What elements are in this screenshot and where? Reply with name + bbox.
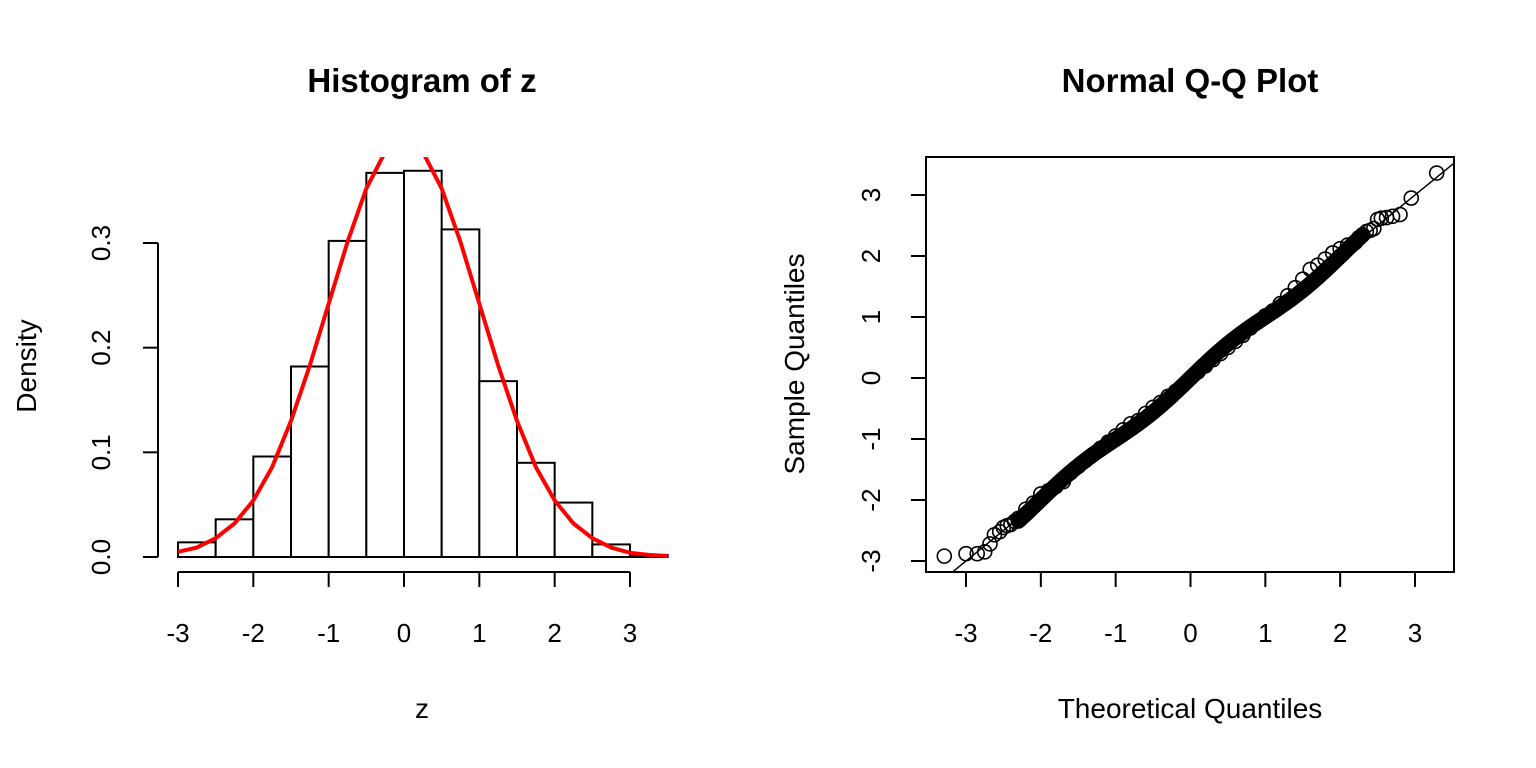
qq-y-tick-label: 1 — [856, 310, 886, 324]
qq-y-tick-label: 0 — [856, 371, 886, 385]
histogram-x-axis: -3 -2 -1 0 1 2 3 — [166, 571, 637, 648]
histogram-y-tick-label: 0.0 — [86, 539, 116, 575]
histogram-bar — [403, 169, 443, 558]
histogram-y-tick-label: 0.2 — [86, 330, 116, 366]
qq-point — [958, 545, 974, 562]
qq-y-tick-label: -1 — [856, 427, 886, 450]
histogram-panel: Histogram of z z Density -3 -2 -1 0 1 2 3 0.00… — [11, 62, 669, 724]
qq-panel: Normal Q-Q Plot Theoretical Quantiles Sa… — [779, 62, 1455, 724]
qq-y-tick-label: -2 — [856, 488, 886, 511]
density-curve-line — [177, 157, 668, 558]
histogram-title: Histogram of z — [307, 62, 536, 99]
histogram-bar — [478, 380, 519, 558]
histogram-x-tick-label: -2 — [242, 618, 265, 648]
qq-x-tick-label: -1 — [1104, 618, 1127, 648]
histogram-bar — [252, 455, 292, 558]
histogram-x-tick-label: -1 — [317, 618, 340, 648]
qq-point — [982, 536, 998, 552]
histogram-bars — [177, 169, 669, 559]
qq-y-tick-label: 3 — [856, 188, 886, 202]
histogram-x-tick-label: -3 — [166, 618, 189, 648]
qq-y-axis: -3 -2 -1 0 1 2 3 — [856, 188, 926, 573]
qq-x-tick-label: -3 — [954, 618, 977, 648]
histogram-y-tick-label: 0.3 — [86, 225, 116, 261]
histogram-x-tick-label: 3 — [623, 618, 637, 648]
qq-x-axis: -3 -2 -1 0 1 2 3 — [954, 572, 1422, 648]
histogram-x-tick-label: 2 — [547, 618, 561, 648]
qq-y-tick-label: 2 — [856, 249, 886, 263]
qq-title: Normal Q-Q Plot — [1062, 62, 1319, 99]
qq-point — [1373, 210, 1390, 226]
qq-x-tick-label: 1 — [1258, 618, 1272, 648]
qq-points — [936, 165, 1445, 564]
qq-point-dense — [1354, 227, 1371, 243]
histogram-bar — [591, 543, 631, 559]
histogram-bar — [290, 365, 330, 558]
qq-point — [936, 548, 953, 564]
histogram-x-tick-label: 1 — [472, 618, 486, 648]
histogram-y-tick-label: 0.1 — [86, 434, 116, 470]
histogram-xlabel: z — [415, 693, 429, 724]
qq-point — [976, 544, 993, 560]
histogram-bar — [553, 501, 594, 558]
qq-xlabel: Theoretical Quantiles — [1058, 693, 1323, 724]
qq-x-tick-label: 2 — [1333, 618, 1347, 648]
qq-x-tick-label: 0 — [1183, 618, 1197, 648]
qq-point — [1428, 165, 1445, 181]
density-curve — [177, 157, 668, 558]
qq-ylabel: Sample Quantiles — [779, 253, 810, 474]
qq-point — [1384, 208, 1401, 225]
qq-y-tick-label: -3 — [856, 549, 886, 572]
histogram-y-axis: 0.0 0.1 0.2 0.3 — [86, 225, 159, 575]
histogram-ylabel: Density — [11, 319, 42, 412]
qq-point — [1392, 206, 1408, 223]
histogram-bar — [365, 171, 406, 559]
histogram-x-tick-label: 0 — [397, 618, 411, 648]
qq-point — [969, 545, 986, 562]
qq-x-tick-label: -2 — [1029, 618, 1052, 648]
qq-x-tick-label: 3 — [1408, 618, 1422, 648]
histogram-bar — [516, 461, 556, 558]
qq-point — [1403, 190, 1420, 206]
